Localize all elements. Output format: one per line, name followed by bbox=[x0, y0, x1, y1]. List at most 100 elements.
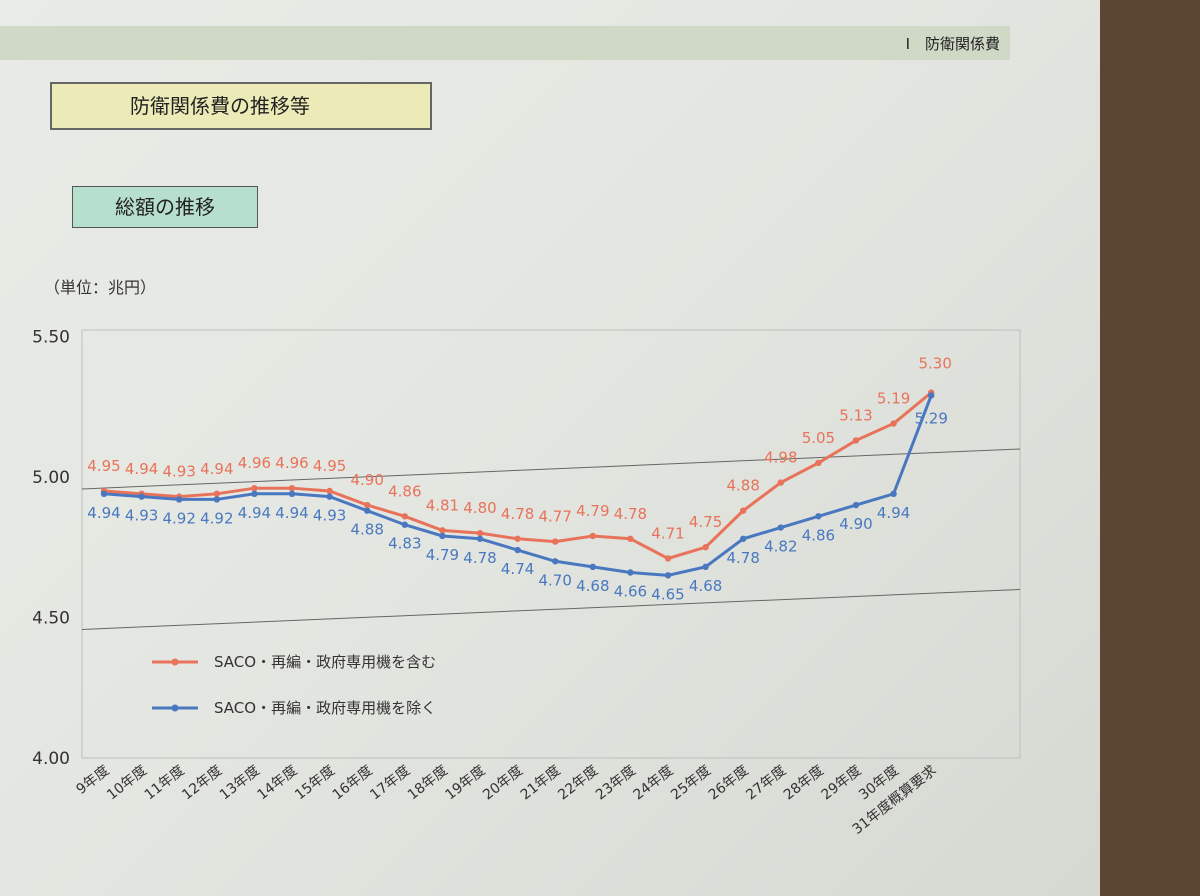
x-tick-label: 12年度 bbox=[179, 763, 225, 804]
data-point bbox=[476, 535, 484, 542]
data-label: 4.68 bbox=[576, 577, 609, 595]
data-label: 4.94 bbox=[275, 504, 308, 522]
x-tick-label: 14年度 bbox=[254, 763, 300, 804]
x-tick-label: 23年度 bbox=[593, 763, 639, 804]
data-point bbox=[740, 535, 747, 542]
data-label: 4.88 bbox=[350, 521, 383, 539]
gridline bbox=[81, 448, 1021, 490]
data-label: 4.90 bbox=[350, 471, 383, 489]
x-tick-label: 21年度 bbox=[518, 763, 564, 804]
data-label: 4.81 bbox=[426, 496, 459, 514]
data-label: 4.95 bbox=[313, 457, 346, 475]
unit-label: （単位：兆円） bbox=[44, 278, 157, 297]
page-title: 防衛関係費の推移等 bbox=[50, 82, 432, 130]
data-label: 4.94 bbox=[238, 504, 271, 522]
data-point bbox=[439, 527, 446, 534]
data-point bbox=[589, 563, 596, 571]
data-label: 4.96 bbox=[238, 454, 271, 472]
data-point bbox=[664, 555, 672, 562]
x-tick-label: 28年度 bbox=[781, 763, 827, 804]
data-label: 4.66 bbox=[614, 583, 647, 601]
data-label: 4.74 bbox=[501, 560, 534, 578]
data-point bbox=[702, 544, 709, 551]
data-point bbox=[251, 490, 258, 498]
data-label: 4.95 bbox=[87, 457, 120, 475]
x-tick-label: 26年度 bbox=[706, 763, 752, 804]
data-label: 4.92 bbox=[200, 509, 233, 527]
x-tick-label: 13年度 bbox=[217, 763, 263, 804]
section-title: 総額の推移 bbox=[72, 186, 258, 228]
data-label: 4.86 bbox=[388, 482, 421, 500]
data-point bbox=[627, 535, 634, 542]
data-point bbox=[890, 490, 897, 498]
data-label: 4.96 bbox=[275, 454, 308, 472]
data-label: 4.94 bbox=[877, 504, 910, 522]
data-point bbox=[213, 490, 220, 498]
data-label: 4.93 bbox=[162, 463, 195, 481]
data-point bbox=[213, 496, 220, 503]
data-label: 5.19 bbox=[877, 390, 910, 408]
document-page: Ⅰ 防衛関係費 防衛関係費の推移等 総額の推移 （単位：兆円） bbox=[0, 0, 1100, 896]
x-tick-label: 17年度 bbox=[367, 763, 413, 804]
plot-area bbox=[81, 329, 1021, 759]
data-label: 4.82 bbox=[764, 538, 797, 556]
chapter-label: Ⅰ 防衛関係費 bbox=[905, 35, 1000, 53]
data-point bbox=[552, 538, 559, 545]
data-label: 4.98 bbox=[764, 449, 797, 467]
data-label: 4.86 bbox=[802, 526, 835, 544]
data-point bbox=[401, 521, 408, 528]
data-label: 5.05 bbox=[802, 429, 835, 447]
data-point bbox=[401, 513, 408, 520]
data-point bbox=[288, 484, 296, 492]
data-point bbox=[514, 546, 521, 554]
data-label: 4.70 bbox=[538, 571, 571, 589]
data-label: 4.78 bbox=[463, 549, 496, 567]
x-tick-label: 22年度 bbox=[555, 763, 601, 804]
legend-marker-1 bbox=[171, 658, 179, 666]
data-label: 4.92 bbox=[162, 509, 195, 527]
x-tick-label: 10年度 bbox=[104, 763, 150, 804]
data-label: 4.78 bbox=[726, 549, 759, 567]
data-point bbox=[288, 490, 296, 498]
y-tick-label: 5.50 bbox=[32, 327, 70, 347]
data-point bbox=[627, 569, 634, 576]
data-label: 4.75 bbox=[689, 513, 722, 531]
data-point bbox=[815, 513, 822, 520]
y-tick-label: 4.00 bbox=[32, 749, 70, 769]
x-tick-label: 25年度 bbox=[668, 763, 714, 804]
data-point bbox=[176, 496, 183, 503]
x-tick-label: 24年度 bbox=[630, 763, 676, 804]
x-tick-label: 15年度 bbox=[292, 763, 338, 804]
x-tick-label: 11年度 bbox=[142, 763, 188, 804]
x-tick-label: 20年度 bbox=[480, 763, 526, 804]
legend-marker-2 bbox=[171, 704, 179, 712]
data-label: 4.88 bbox=[726, 477, 759, 495]
data-label: 4.77 bbox=[538, 508, 571, 526]
data-point bbox=[326, 493, 333, 500]
data-label: 4.93 bbox=[125, 507, 158, 525]
header-band: Ⅰ 防衛関係費 bbox=[0, 26, 1010, 60]
x-tick-label: 18年度 bbox=[405, 763, 451, 804]
data-label: 4.90 bbox=[839, 515, 872, 533]
data-point bbox=[326, 487, 333, 495]
data-point bbox=[815, 459, 822, 467]
data-label: 4.68 bbox=[689, 577, 722, 595]
chart-legend: SACO・再編・政府専用機を含む SACO・再編・政府専用機を除く bbox=[152, 653, 436, 717]
data-label: 4.94 bbox=[125, 460, 158, 478]
data-point bbox=[138, 493, 145, 500]
data-point bbox=[251, 484, 258, 492]
data-label: 4.83 bbox=[388, 535, 421, 553]
data-point bbox=[777, 479, 784, 486]
y-tick-label: 4.50 bbox=[32, 608, 70, 628]
data-label: 4.93 bbox=[313, 507, 346, 525]
data-label: 5.13 bbox=[839, 406, 872, 424]
data-label: 4.71 bbox=[651, 524, 684, 542]
data-label: 5.29 bbox=[914, 409, 947, 427]
data-point bbox=[439, 532, 446, 540]
data-label: 4.94 bbox=[87, 504, 120, 522]
data-point bbox=[589, 532, 596, 540]
x-tick-label: 27年度 bbox=[743, 763, 789, 804]
data-label: 4.80 bbox=[463, 499, 496, 517]
data-point bbox=[364, 501, 371, 509]
